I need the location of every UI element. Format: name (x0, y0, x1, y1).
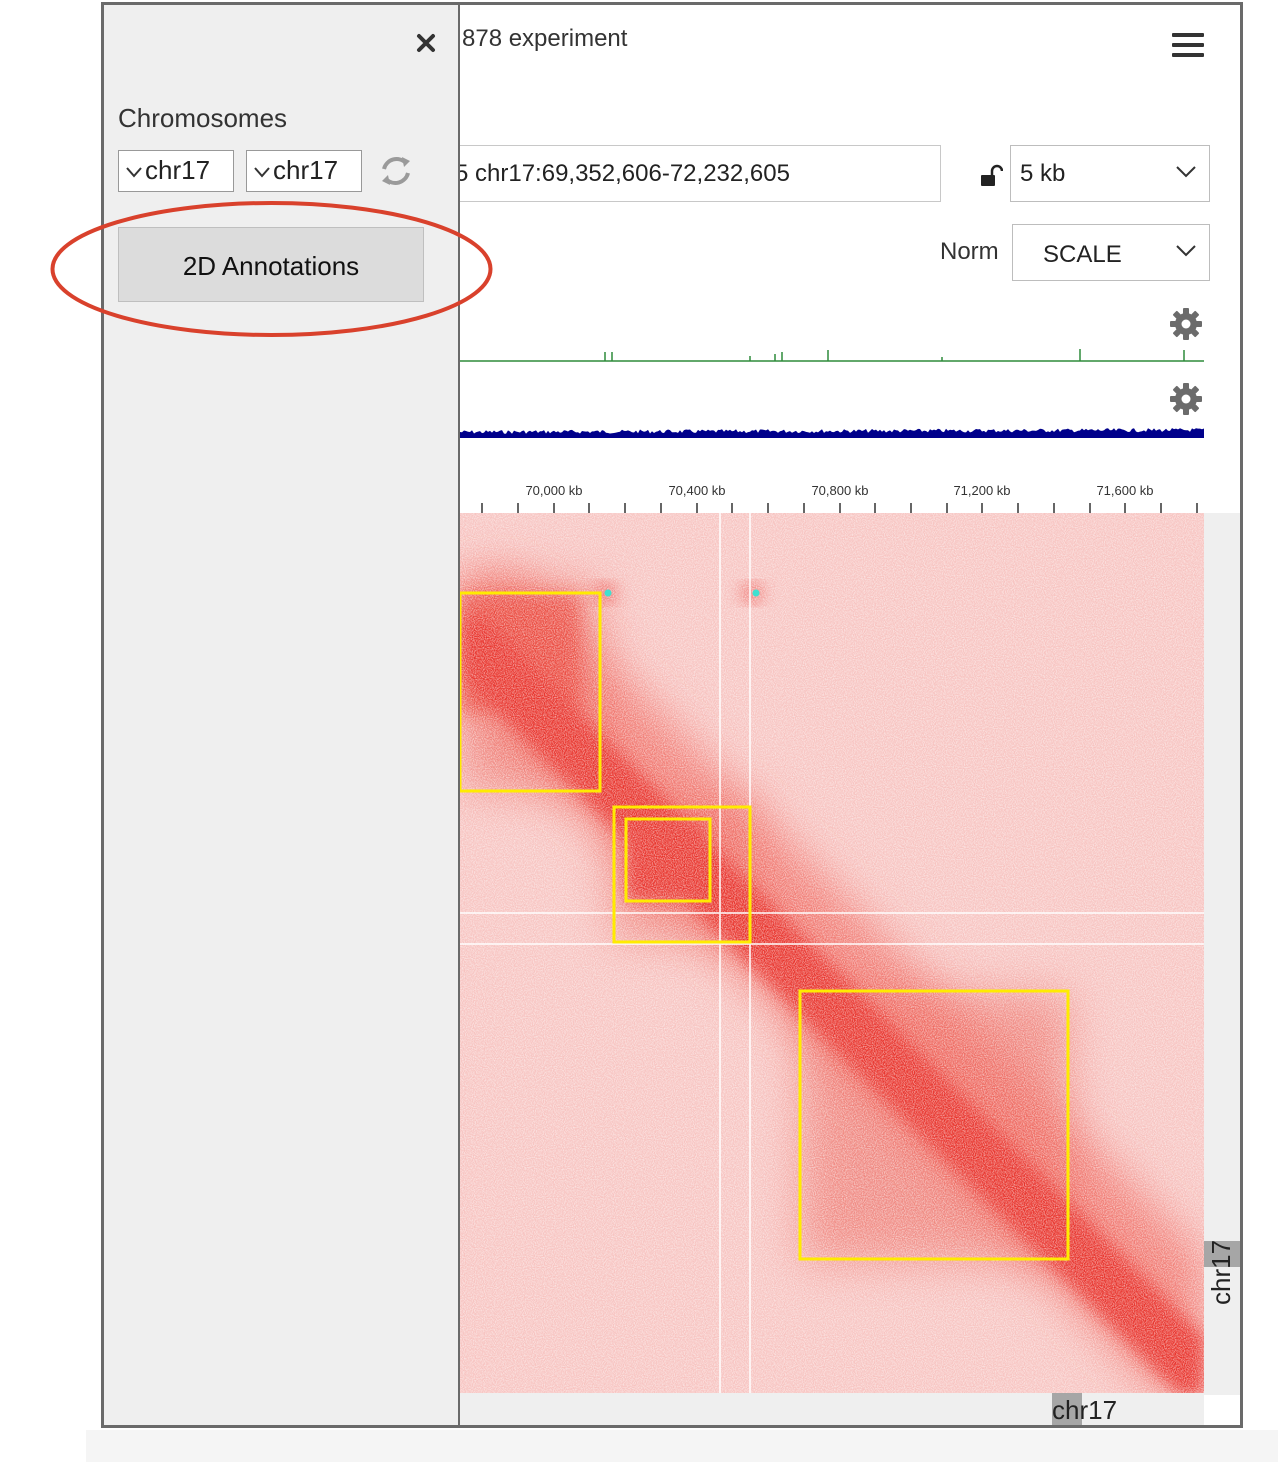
chevron-down-icon (254, 167, 270, 178)
ruler-tick-label: 70,000 kb (525, 483, 582, 498)
contact-map[interactable] (460, 513, 1204, 1395)
ruler-tick-label: 71,600 kb (1096, 483, 1153, 498)
ruler-tick-label: 71,200 kb (953, 483, 1010, 498)
locus-input[interactable]: 5 chr17:69,352,606-72,232,605 (404, 145, 941, 202)
loop-annotation[interactable] (604, 589, 612, 597)
domain-annotation[interactable] (612, 805, 752, 944)
y-chromosome-select[interactable]: chr17 (246, 150, 362, 192)
tracks-panel (460, 292, 1204, 442)
chromosome-drawer: Chromosomes chr17 chr17 2D Annotations (104, 5, 460, 1425)
track-2-signal (460, 428, 1204, 438)
track-1-signal (460, 349, 1204, 362)
ruler-tick-label: 70,400 kb (668, 483, 725, 498)
unlock-icon[interactable] (977, 163, 1003, 189)
gear-icon[interactable] (1168, 381, 1204, 417)
close-icon[interactable] (415, 32, 437, 54)
y-chromosome-value: chr17 (273, 155, 339, 185)
genomic-ruler: 70,000 kb 70,400 kb 70,800 kb 71,200 kb … (481, 483, 1198, 515)
x-chromosome-select[interactable]: chr17 (118, 150, 234, 192)
x-chromosome-value: chr17 (145, 155, 211, 185)
loop-annotation[interactable] (752, 589, 760, 597)
normalization-value: SCALE (1043, 241, 1122, 268)
2d-annotations-button[interactable]: 2D Annotations (118, 227, 424, 302)
y-chromosome-marker (1204, 1241, 1240, 1267)
chevron-down-icon (1176, 245, 1196, 257)
domain-annotation[interactable] (798, 989, 1070, 1261)
normalization-select[interactable]: SCALE (1012, 224, 1210, 281)
resolution-value: 5 kb (1020, 160, 1066, 187)
hamburger-menu-icon[interactable] (1172, 33, 1204, 61)
juicebox-window: 878 experiment 5 chr17:69,352,606-72,232… (101, 2, 1243, 1428)
x-chromosome-marker (1052, 1393, 1082, 1425)
domain-annotation[interactable] (460, 591, 602, 793)
x-axis-label: chr17 (1052, 1395, 1118, 1425)
domain-annotation[interactable] (624, 817, 712, 903)
norm-label: Norm (940, 238, 999, 265)
resolution-select[interactable]: 5 kb (1010, 145, 1210, 202)
page-background-strip (86, 1430, 1278, 1462)
chevron-down-icon (1176, 166, 1196, 178)
gear-icon[interactable] (1168, 306, 1204, 342)
ruler-tick-label: 70,800 kb (811, 483, 868, 498)
chromosomes-label: Chromosomes (118, 103, 288, 133)
y-axis-label: chr17 (1206, 1239, 1236, 1305)
map-title: 878 experiment (462, 25, 628, 52)
chevron-down-icon (126, 167, 142, 178)
swap-icon[interactable] (376, 151, 416, 191)
